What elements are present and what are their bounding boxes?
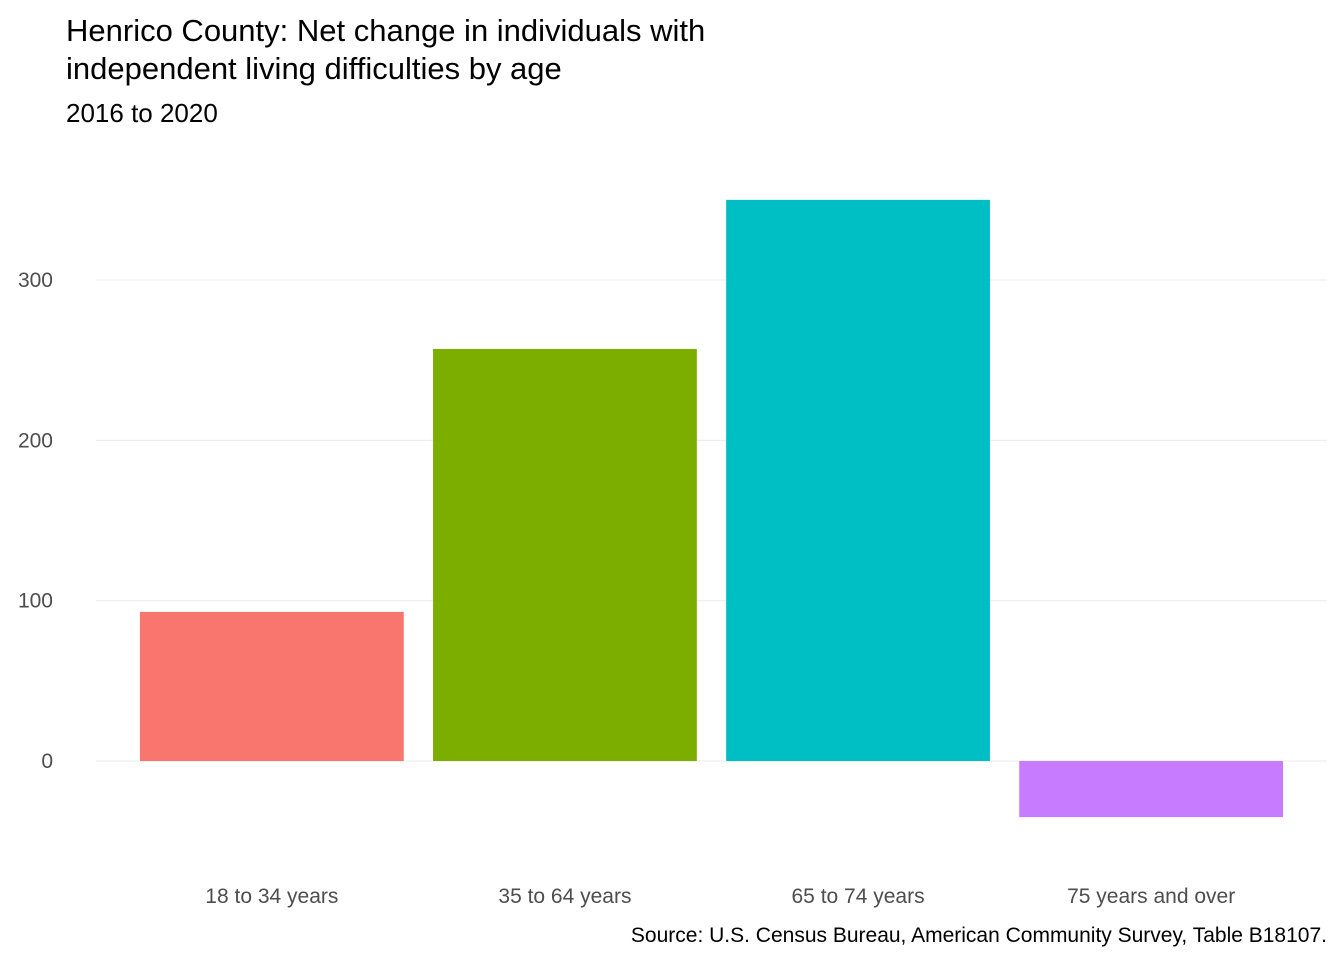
bar-1 (139, 611, 404, 762)
x-tick-label: 65 to 74 years (792, 885, 925, 908)
x-tick-label: 18 to 34 years (205, 885, 338, 908)
y-tick-label: 0 (41, 750, 53, 773)
bar-3 (726, 199, 990, 762)
y-tick-label: 200 (18, 429, 53, 452)
bar-4 (1019, 761, 1284, 818)
y-axis-ticks: 0 100 200 300 (18, 269, 53, 773)
y-tick-label: 100 (18, 590, 53, 613)
bar-2 (433, 348, 697, 762)
chart-subtitle: 2016 to 2020 (66, 98, 218, 128)
x-axis-ticks: 18 to 34 years 35 to 64 years 65 to 74 yea… (205, 885, 1235, 908)
x-tick-label: 75 years and over (1067, 885, 1235, 908)
chart-caption: Source: U.S. Census Bureau, American Com… (631, 924, 1327, 947)
x-tick-label: 35 to 64 years (498, 885, 631, 908)
chart-title-line-1: Henrico County: Net change in individual… (66, 13, 705, 48)
bars (139, 199, 1284, 818)
y-tick-label: 300 (18, 269, 53, 292)
chart-title-line-2: independent living difficulties by age (66, 51, 562, 86)
